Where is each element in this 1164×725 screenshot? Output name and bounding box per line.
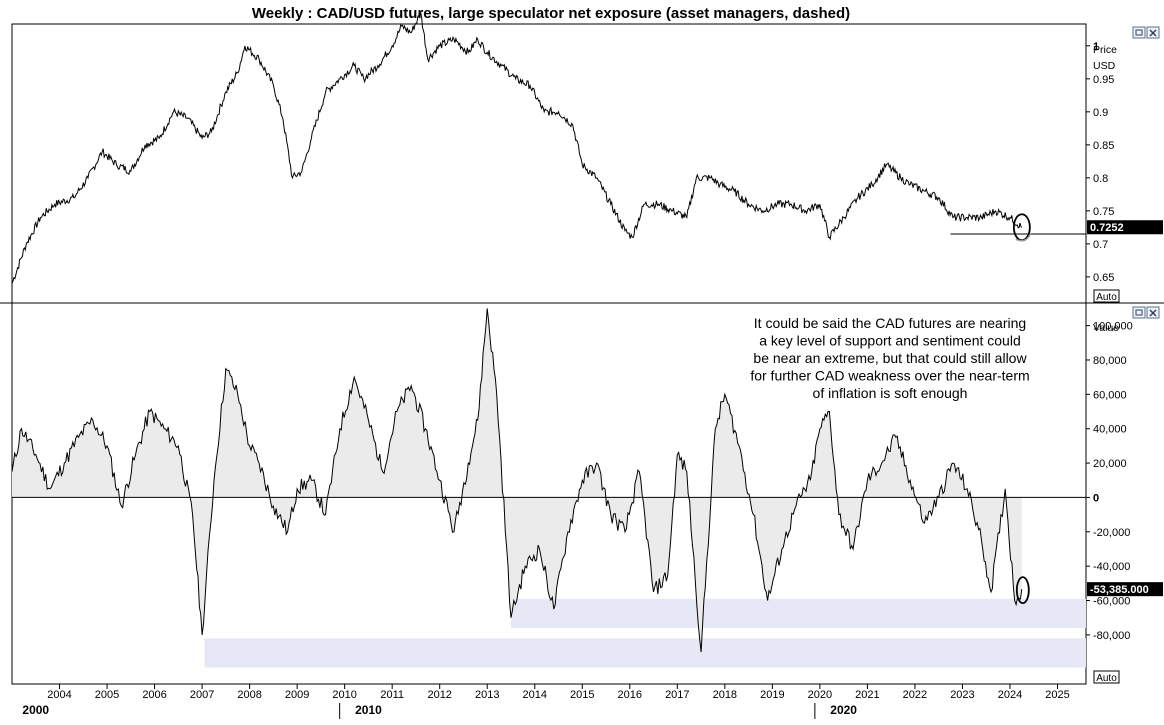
exposure-restore-button[interactable] <box>1132 306 1146 319</box>
year-tick-label: 2004 <box>47 689 71 701</box>
exposure-panel-controls <box>1132 306 1160 319</box>
price-last-value-badge <box>1087 220 1163 235</box>
exposure-tick-label: 80,000 <box>1093 355 1127 367</box>
exposure-tick-label: -60,000 <box>1093 596 1130 608</box>
year-tick-label: 2015 <box>570 689 594 701</box>
price-tick-label: 0.8 <box>1093 173 1108 185</box>
price-tick-label: 0.85 <box>1093 140 1114 152</box>
year-tick-label: 2016 <box>618 689 642 701</box>
price-auto-scale-button[interactable]: Auto <box>1093 289 1120 303</box>
price-currency-label: USD <box>1093 60 1116 72</box>
year-tick-label: 2008 <box>237 689 261 701</box>
time-axis: 2004 2005 2006 2007 2008 2009 2010 2011 2012 2013… <box>22 684 1070 719</box>
price-unit-label: Price <box>1093 44 1117 56</box>
year-tick-label: 2017 <box>665 689 689 701</box>
chart-title: Weekly : CAD/USD futures, large speculat… <box>252 5 850 22</box>
exposure-last-value-label: -53,385.000 <box>1090 584 1149 596</box>
close-icon <box>1149 29 1157 37</box>
close-icon <box>1149 309 1157 317</box>
price-tick-label: 0.75 <box>1093 206 1114 218</box>
exposure-series-layer <box>11 308 1086 653</box>
year-tick-label: 2009 <box>285 689 309 701</box>
year-tick-label: 2006 <box>142 689 166 701</box>
chart-frame <box>0 23 1164 685</box>
year-tick-label: 2021 <box>855 689 879 701</box>
decade-label: 2020 <box>830 703 857 717</box>
year-tick-label: 2023 <box>950 689 974 701</box>
price-line <box>11 12 1023 284</box>
year-tick-label: 2018 <box>713 689 737 701</box>
exposure-tick-label: 100,000 <box>1093 321 1133 333</box>
price-tick-label: 0.7 <box>1093 239 1108 251</box>
price-tick-label: 0.9 <box>1093 107 1108 119</box>
exposure-area <box>12 308 1022 653</box>
year-tick-label: 2012 <box>427 689 451 701</box>
exposure-tick-label: -40,000 <box>1093 561 1130 573</box>
price-series-layer <box>11 12 1086 284</box>
price-restore-button[interactable] <box>1132 26 1146 39</box>
annotation-line: a key level of support and sentiment cou… <box>759 333 1021 349</box>
year-tick-label: 2010 <box>332 689 356 701</box>
annotation-text: It could be said the CAD futures are nea… <box>750 315 1029 401</box>
year-tick-label: 2005 <box>95 689 119 701</box>
exposure-last-value-badge <box>1087 582 1163 597</box>
price-tick-label: 0.65 <box>1093 272 1114 284</box>
exposure-tick-label: 40,000 <box>1093 424 1127 436</box>
year-tick-label: 2011 <box>380 689 404 701</box>
exposure-close-button[interactable] <box>1146 306 1160 319</box>
price-auto-label: Auto <box>1096 292 1117 303</box>
year-tick-label: 2020 <box>808 689 832 701</box>
exposure-auto-scale-button[interactable]: Auto <box>1093 670 1120 684</box>
exposure-tick-label: -20,000 <box>1093 527 1130 539</box>
annotation-line: for further CAD weakness over the near-t… <box>750 368 1029 384</box>
exposure-auto-label: Auto <box>1096 673 1117 684</box>
year-tick-label: 2024 <box>998 689 1022 701</box>
exposure-tick-label: 60,000 <box>1093 389 1127 401</box>
price-tick-label: 0.95 <box>1093 74 1114 86</box>
exposure-tick-label: 20,000 <box>1093 458 1127 470</box>
price-tick-label: 1 <box>1093 41 1099 53</box>
decade-label: 2010 <box>355 703 382 717</box>
highlight-band-1 <box>510 598 1086 629</box>
exposure-axis: Value 100,000 80,000 60,000 40,000 20,000 0 -2… <box>1086 321 1163 642</box>
annotation-line: It could be said the CAD futures are nea… <box>754 315 1026 331</box>
decade-label: 2000 <box>22 703 49 717</box>
exposure-circle-marker <box>1015 576 1030 605</box>
year-tick-label: 2019 <box>760 689 784 701</box>
exposure-highlight-bands <box>204 598 1086 668</box>
year-tick-label: 2022 <box>903 689 927 701</box>
exposure-tick-label: -80,000 <box>1093 630 1130 642</box>
price-last-value-label: 0.7252 <box>1090 222 1124 234</box>
price-panel-controls <box>1132 26 1160 39</box>
exposure-line <box>11 308 1023 653</box>
highlight-band-2 <box>204 638 1086 668</box>
price-circle-shadow <box>1015 232 1032 242</box>
year-tick-label: 2013 <box>475 689 499 701</box>
year-tick-label: 2007 <box>190 689 214 701</box>
year-tick-label: 2014 <box>523 689 547 701</box>
restore-icon <box>1135 29 1143 36</box>
annotation-line: of inflation is soft enough <box>813 385 968 401</box>
restore-icon <box>1135 309 1143 316</box>
price-axis: Price USD 1 0.95 0.9 0.85 0.8 0.75 0.7 0.65 0.72… <box>1086 41 1163 284</box>
exposure-tick-label: 0 <box>1093 492 1099 504</box>
exposure-unit-label: Value <box>1093 322 1119 334</box>
year-tick-label: 2025 <box>1045 689 1069 701</box>
price-close-button[interactable] <box>1146 26 1160 39</box>
annotation-line: be near an extreme, but that could still… <box>753 350 1027 366</box>
